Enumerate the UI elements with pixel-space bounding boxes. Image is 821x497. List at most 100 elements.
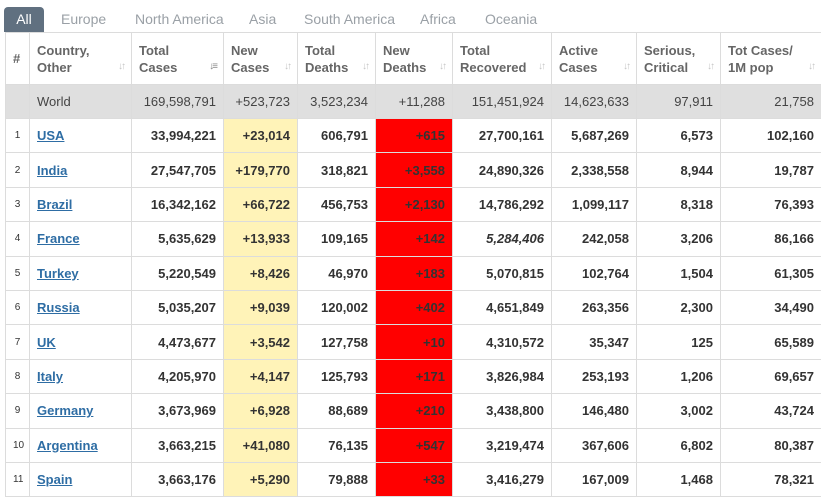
total-deaths: 46,970 (297, 255, 376, 291)
table-row: 10 Argentina 3,663,215 +41,080 76,135 +547 3,2… (5, 427, 821, 463)
total-cases: 4,473,677 (131, 324, 224, 360)
new-deaths: +615 (375, 117, 453, 154)
active-cases: 14,623,633 (551, 84, 637, 119)
country-name: France (29, 221, 132, 257)
serious-critical: 3,002 (636, 393, 721, 429)
col-header-country[interactable]: Country, Other ↓↑ (29, 32, 132, 85)
country-link[interactable]: Russia (37, 300, 80, 316)
serious-critical: 3,206 (636, 221, 721, 257)
tab-south-america[interactable]: South America (304, 11, 396, 27)
active-cases: 1,099,117 (551, 186, 637, 223)
new-cases: +523,723 (223, 84, 298, 119)
row-index: 4 (5, 221, 30, 257)
sort-icon[interactable]: ↓↑ (362, 61, 370, 72)
total-recovered: 3,416,279 (452, 461, 552, 497)
country-link[interactable]: Brazil (37, 196, 73, 212)
active-cases: 2,338,558 (551, 152, 637, 188)
sort-icon[interactable]: ↓↑ (284, 61, 292, 72)
new-deaths: +33 (375, 461, 453, 497)
serious-critical: 97,911 (636, 84, 721, 119)
cases-per-million: 34,490 (720, 289, 821, 326)
total-recovered: 5,284,406 (452, 221, 552, 257)
cases-per-million: 19,787 (720, 152, 821, 188)
country-link[interactable]: UK (37, 334, 56, 350)
country-link[interactable]: India (37, 162, 68, 178)
sort-desc-icon[interactable]: ↓≡ (209, 61, 218, 72)
country-name: Brazil (29, 186, 132, 223)
tab-north-america[interactable]: North America (135, 11, 224, 27)
serious-critical: 1,468 (636, 461, 721, 497)
cases-per-million: 102,160 (720, 117, 821, 154)
cases-per-million: 76,393 (720, 186, 821, 223)
active-cases: 35,347 (551, 324, 637, 360)
sort-icon[interactable]: ↓↑ (623, 61, 631, 72)
col-header-total-recovered[interactable]: Total Recovered ↓↑ (452, 32, 552, 85)
cases-per-million: 43,724 (720, 393, 821, 429)
sort-icon[interactable]: ↓↑ (439, 61, 447, 72)
row-index: 3 (5, 186, 30, 223)
total-cases: 3,673,969 (131, 393, 224, 429)
country-name: UK (29, 324, 132, 360)
table-row: 7 UK 4,473,677 +3,542 127,758 +10 4,310,572 35,… (5, 324, 821, 360)
covid-stats-table: # Country, Other ↓↑ Total Cases ↓≡ New Cases ↓… (5, 32, 821, 497)
col-header-active-cases[interactable]: Active Cases ↓↑ (551, 32, 637, 85)
col-header-new-cases[interactable]: New Cases ↓↑ (223, 32, 298, 85)
total-deaths: 76,135 (297, 427, 376, 463)
tab-all[interactable]: All (4, 7, 44, 32)
col-header-total-cases[interactable]: Total Cases ↓≡ (131, 32, 224, 85)
country-link[interactable]: France (37, 231, 80, 247)
country-link[interactable]: USA (37, 128, 65, 144)
country-link[interactable]: Turkey (37, 265, 79, 281)
tab-oceania[interactable]: Oceania (485, 11, 538, 27)
cases-per-million: 65,589 (720, 324, 821, 360)
sort-icon[interactable]: ↓↑ (707, 61, 715, 72)
active-cases: 146,480 (551, 393, 637, 429)
total-cases: 16,342,162 (131, 186, 224, 223)
new-cases: +5,290 (223, 461, 298, 497)
sort-icon[interactable]: ↓↑ (808, 61, 816, 72)
row-index: 7 (5, 324, 30, 360)
col-header-serious[interactable]: Serious, Critical ↓↑ (636, 32, 721, 85)
row-index: 10 (5, 427, 30, 463)
sort-icon[interactable]: ↓↑ (118, 61, 126, 72)
tab-africa[interactable]: Africa (420, 11, 456, 27)
total-recovered: 4,310,572 (452, 324, 552, 360)
new-deaths: +210 (375, 393, 453, 429)
table-header-row: # Country, Other ↓↑ Total Cases ↓≡ New Cases ↓… (5, 32, 821, 85)
total-recovered: 3,826,984 (452, 358, 552, 395)
country-link[interactable]: Spain (37, 472, 73, 488)
new-deaths: +142 (375, 221, 453, 257)
col-header-new-deaths[interactable]: New Deaths ↓↑ (375, 32, 453, 85)
new-cases: +3,542 (223, 324, 298, 360)
row-index: 2 (5, 152, 30, 188)
col-header-total-deaths[interactable]: Total Deaths ↓↑ (297, 32, 376, 85)
country-name: India (29, 152, 132, 188)
country-link[interactable]: Germany (37, 403, 94, 419)
col-header-per-million[interactable]: Tot Cases/1M pop ↓↑ (720, 32, 821, 85)
total-recovered: 5,070,815 (452, 255, 552, 291)
tab-europe[interactable]: Europe (61, 11, 107, 27)
country-link[interactable]: Italy (37, 368, 64, 384)
world-total-row: World 169,598,791 +523,723 3,523,234 +11… (5, 84, 821, 119)
table-row: 1 USA 33,994,221 +23,014 606,791 +615 27,700,1… (5, 117, 821, 154)
total-deaths: 120,002 (297, 289, 376, 326)
continent-tabs: All Europe North America Asia South Amer… (0, 0, 821, 32)
serious-critical: 6,802 (636, 427, 721, 463)
total-recovered: 3,438,800 (452, 393, 552, 429)
total-deaths: 88,689 (297, 393, 376, 429)
tab-asia[interactable]: Asia (249, 11, 277, 27)
sort-icon[interactable]: ↓↑ (538, 61, 546, 72)
total-deaths: 318,821 (297, 152, 376, 188)
country-name: Turkey (29, 255, 132, 291)
total-cases: 5,035,207 (131, 289, 224, 326)
serious-critical: 8,944 (636, 152, 721, 188)
country-link[interactable]: Argentina (37, 437, 98, 453)
total-recovered: 27,700,161 (452, 117, 552, 154)
active-cases: 102,764 (551, 255, 637, 291)
new-deaths: +402 (375, 289, 453, 326)
new-cases: +8,426 (223, 255, 298, 291)
country-name: Russia (29, 289, 132, 326)
row-index: 6 (5, 289, 30, 326)
serious-critical: 1,206 (636, 358, 721, 395)
new-cases: +6,928 (223, 393, 298, 429)
